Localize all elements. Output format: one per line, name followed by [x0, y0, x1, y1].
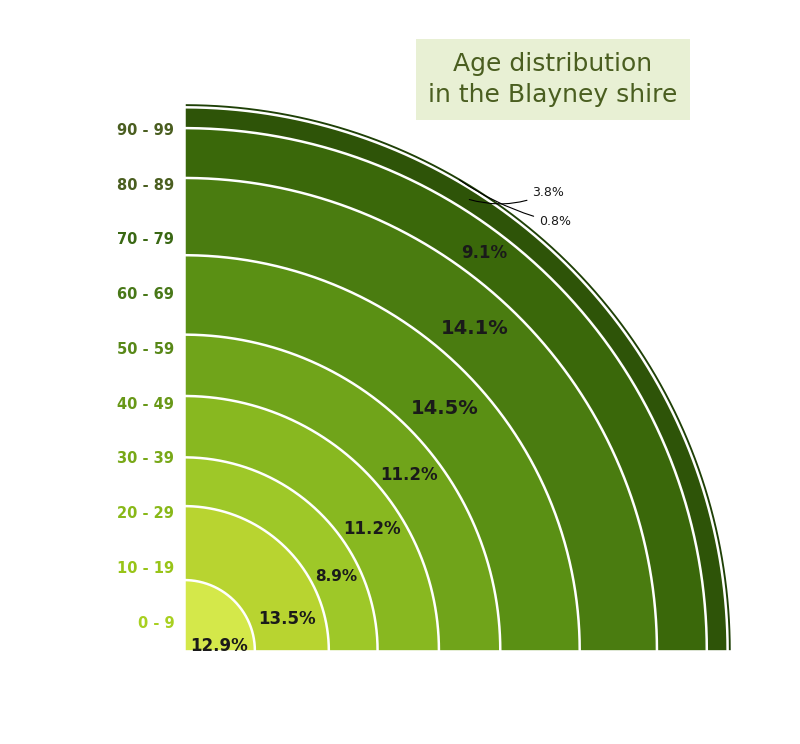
Polygon shape — [184, 580, 255, 651]
Polygon shape — [184, 128, 707, 651]
Text: 30 - 39: 30 - 39 — [118, 452, 174, 466]
Text: 0 - 9: 0 - 9 — [138, 616, 174, 631]
Text: 12.9%: 12.9% — [190, 637, 248, 655]
Text: 11.2%: 11.2% — [380, 466, 438, 484]
Polygon shape — [184, 107, 728, 651]
Text: 11.2%: 11.2% — [343, 520, 401, 538]
Text: 13.5%: 13.5% — [258, 610, 316, 628]
Text: 80 - 89: 80 - 89 — [117, 178, 174, 193]
Text: 40 - 49: 40 - 49 — [118, 397, 174, 411]
Polygon shape — [184, 458, 378, 651]
Polygon shape — [184, 335, 500, 651]
Polygon shape — [184, 103, 732, 651]
Text: niinikka: niinikka — [20, 687, 159, 721]
Polygon shape — [184, 506, 329, 651]
Text: Age distribution
in the Blayney shire: Age distribution in the Blayney shire — [428, 52, 678, 107]
Text: 10 - 19: 10 - 19 — [117, 561, 174, 576]
Text: 60 - 69: 60 - 69 — [118, 287, 174, 302]
Text: 3.8%: 3.8% — [470, 185, 564, 204]
Text: 14.1%: 14.1% — [441, 318, 509, 338]
Text: 0.8%: 0.8% — [459, 180, 571, 228]
Text: 20 - 29: 20 - 29 — [118, 506, 174, 522]
Text: 14.5%: 14.5% — [410, 399, 478, 417]
Text: 8.9%: 8.9% — [315, 569, 357, 584]
Text: 90 - 99: 90 - 99 — [118, 123, 174, 138]
Polygon shape — [184, 255, 580, 651]
Text: Compiled from data in the Australian Bureau of Statistics
2021 Census Community : Compiled from data in the Australian Bur… — [478, 692, 776, 716]
Text: 9.1%: 9.1% — [461, 244, 506, 262]
Polygon shape — [184, 178, 657, 651]
Text: 50 - 59: 50 - 59 — [117, 342, 174, 357]
Polygon shape — [184, 396, 439, 651]
Text: 70 - 79: 70 - 79 — [118, 232, 174, 247]
